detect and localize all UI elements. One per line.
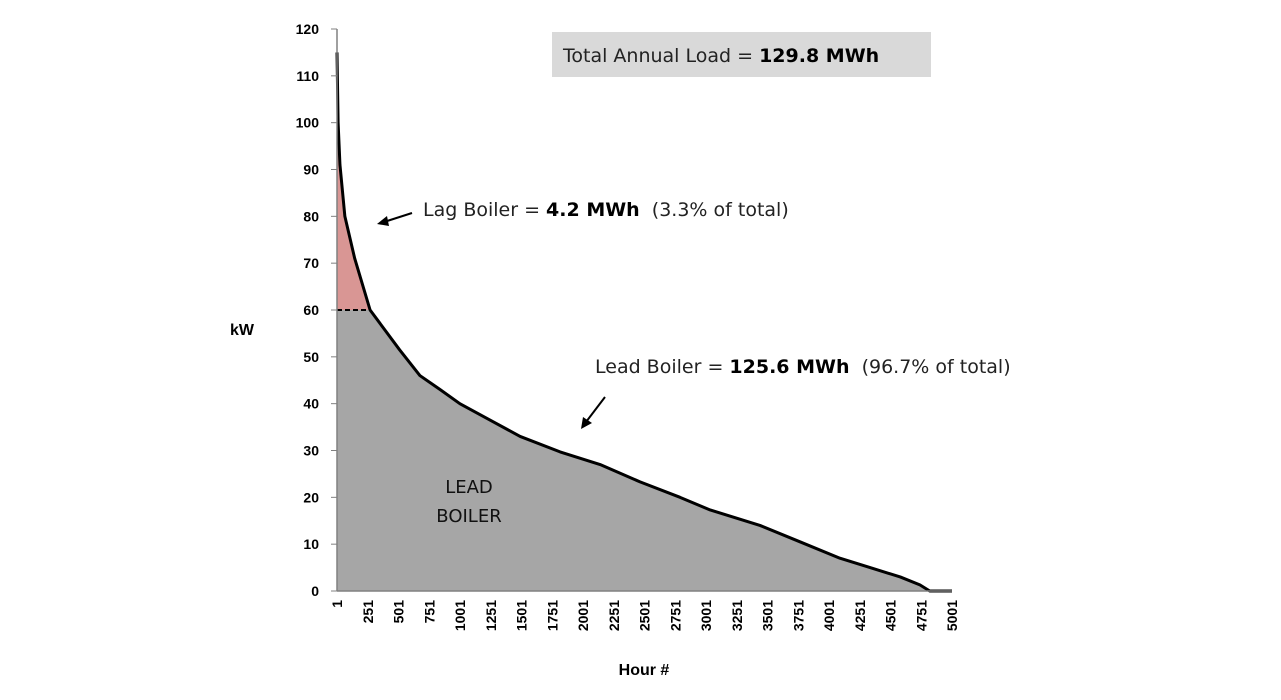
x-tick-label: 751 (421, 600, 437, 624)
x-tick-label: 4751 (913, 600, 929, 631)
y-axis-label: kW (230, 322, 255, 339)
y-tick-label: 120 (296, 21, 320, 37)
lag-prefix: Lag Boiler = (423, 199, 546, 221)
lead-area-label-line1: LEAD (445, 477, 493, 498)
x-tick-label: 3751 (790, 600, 806, 631)
y-tick-label: 0 (311, 583, 319, 599)
lag-arrow-icon (377, 212, 413, 226)
lead-prefix: Lead Boiler = (595, 356, 729, 378)
lag-boiler-annotation: Lag Boiler = 4.2 MWh (3.3% of total) (423, 199, 789, 221)
y-tick-label: 10 (303, 536, 319, 552)
total-load-annotation: Total Annual Load = 129.8 MWh (562, 45, 879, 67)
y-tick-label: 30 (303, 443, 319, 459)
x-tick-label: 1251 (483, 600, 499, 631)
x-tick-label: 5001 (944, 600, 960, 631)
lead-arrow-icon (581, 396, 606, 429)
lag-boiler-area (337, 52, 371, 311)
lead-area-label-line2: BOILER (436, 506, 501, 527)
y-tick-label: 90 (303, 162, 319, 178)
x-tick-label: 3251 (729, 600, 745, 631)
x-tick-label: 251 (360, 600, 376, 624)
load-duration-curve (335, 52, 952, 593)
lead-boiler-annotation: Lead Boiler = 125.6 MWh (96.7% of total) (595, 356, 1011, 378)
y-tick-label: 70 (303, 255, 319, 271)
x-tick-label: 1 (329, 600, 345, 608)
y-tick-label: 40 (303, 396, 319, 412)
x-tick-label: 2251 (606, 600, 622, 631)
total-load-prefix: Total Annual Load = (562, 45, 759, 67)
y-tick-label: 20 (303, 489, 319, 505)
x-tick-label: 1751 (544, 600, 560, 631)
total-load-value: 129.8 MWh (759, 45, 879, 67)
lead-boiler-area (337, 52, 952, 591)
x-tick-label: 4001 (821, 600, 837, 631)
lag-value: 4.2 MWh (546, 199, 640, 221)
total-load-box (552, 32, 931, 77)
x-tick-label: 1501 (514, 600, 530, 631)
x-tick-label: 2001 (575, 600, 591, 631)
x-tick-label: 2751 (667, 600, 683, 631)
x-tick-label: 2501 (637, 600, 653, 631)
lead-value: 125.6 MWh (729, 356, 849, 378)
x-tick-label: 501 (391, 600, 407, 624)
x-tick-label: 4501 (883, 600, 899, 631)
x-tick-label: 3001 (698, 600, 714, 631)
x-tick-label: 3501 (760, 600, 776, 631)
x-tick-label: 4251 (852, 600, 868, 631)
y-tick-label: 50 (303, 349, 319, 365)
y-tick-label: 60 (303, 302, 319, 318)
x-tick-label: 1001 (452, 600, 468, 631)
lead-suffix: (96.7% of total) (850, 356, 1011, 378)
x-axis-label: Hour # (619, 662, 670, 679)
y-tick-label: 110 (296, 68, 319, 84)
y-tick-label: 100 (296, 115, 320, 131)
y-tick-label: 80 (303, 208, 319, 224)
lag-suffix: (3.3% of total) (640, 199, 789, 221)
